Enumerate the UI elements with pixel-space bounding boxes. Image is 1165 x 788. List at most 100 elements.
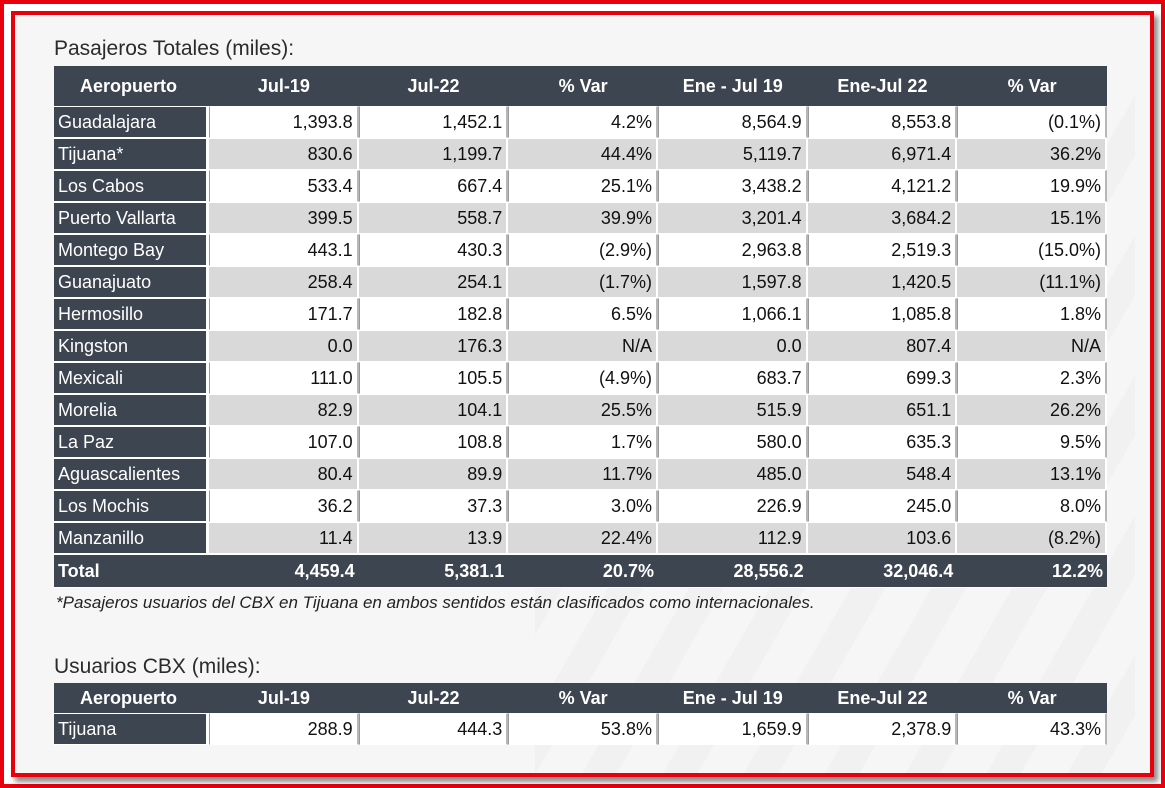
cell-ene-jul22: 103.6 bbox=[807, 522, 958, 554]
cell-jul22: 37.3 bbox=[358, 490, 509, 522]
table-row: Tijuana* 830.6 1,199.7 44.4% 5,119.7 6,971.4 3… bbox=[54, 138, 1107, 170]
cell-var-month: 53.8% bbox=[508, 713, 658, 745]
cell-ene-jul22: 699.3 bbox=[807, 362, 958, 394]
cell-jul22: 667.4 bbox=[358, 170, 509, 202]
cell-var-ytd: 9.5% bbox=[957, 426, 1107, 458]
cell-jul22: 558.7 bbox=[358, 202, 509, 234]
cell-ene-jul19: 683.7 bbox=[657, 362, 808, 394]
cell-var-ytd: (11.1%) bbox=[957, 266, 1107, 298]
total-row: Total 4,459.4 5,381.1 20.7% 28,556.2 32,046.4… bbox=[54, 554, 1107, 588]
cell-aeropuerto: Montego Bay bbox=[54, 234, 209, 266]
total-ene-jul22: 32,046.4 bbox=[807, 554, 958, 588]
cell-ene-jul19: 1,597.8 bbox=[657, 266, 808, 298]
footnote: *Pasajeros usuarios del CBX en Tijuana e… bbox=[56, 593, 815, 612]
cell-ene-jul22: 3,684.2 bbox=[807, 202, 958, 234]
cell-var-month: (2.9%) bbox=[508, 234, 658, 266]
cell-ene-jul19: 5,119.7 bbox=[657, 138, 808, 170]
header-ene-jul22: Ene-Jul 22 bbox=[807, 683, 958, 713]
cell-ene-jul22: 2,519.3 bbox=[807, 234, 958, 266]
cell-var-month: 4.2% bbox=[508, 106, 658, 138]
cell-jul22: 108.8 bbox=[358, 426, 509, 458]
header-var-ytd: % Var bbox=[957, 66, 1107, 106]
cell-jul19: 258.4 bbox=[209, 266, 359, 298]
cell-ene-jul22: 807.4 bbox=[807, 330, 958, 362]
cell-ene-jul22: 651.1 bbox=[807, 394, 958, 426]
cell-jul19: 36.2 bbox=[209, 490, 359, 522]
cell-var-ytd: (15.0%) bbox=[957, 234, 1107, 266]
cbx-title: Usuarios CBX (miles): bbox=[54, 655, 261, 678]
cell-var-ytd: 1.8% bbox=[957, 298, 1107, 330]
cell-ene-jul19: 1,659.9 bbox=[657, 713, 808, 745]
cell-var-month: 1.7% bbox=[508, 426, 658, 458]
cell-var-month: 25.1% bbox=[508, 170, 658, 202]
table-row: Manzanillo 11.4 13.9 22.4% 112.9 103.6 (8.2%) bbox=[54, 522, 1107, 554]
header-row: Aeropuerto Jul-19 Jul-22 % Var Ene - Jul… bbox=[54, 683, 1107, 713]
cell-aeropuerto: Guadalajara bbox=[54, 106, 209, 138]
cell-aeropuerto: Morelia bbox=[54, 394, 209, 426]
cell-aeropuerto: Kingston bbox=[54, 330, 209, 362]
cell-ene-jul22: 548.4 bbox=[807, 458, 958, 490]
total-var-ytd: 12.2% bbox=[957, 554, 1107, 588]
cell-ene-jul22: 635.3 bbox=[807, 426, 958, 458]
cell-ene-jul19: 0.0 bbox=[657, 330, 808, 362]
cell-var-ytd: 26.2% bbox=[957, 394, 1107, 426]
cell-jul22: 89.9 bbox=[358, 458, 509, 490]
cell-aeropuerto: Tijuana* bbox=[54, 138, 209, 170]
cell-jul19: 80.4 bbox=[209, 458, 359, 490]
total-aeropuerto: Total bbox=[54, 554, 209, 588]
total-jul19: 4,459.4 bbox=[209, 554, 359, 588]
cell-var-ytd: (0.1%) bbox=[957, 106, 1107, 138]
header-jul19: Jul-19 bbox=[209, 66, 359, 106]
cell-var-month: 6.5% bbox=[508, 298, 658, 330]
table-row: Guadalajara 1,393.8 1,452.1 4.2% 8,564.9 8,55… bbox=[54, 106, 1107, 138]
cell-var-ytd: N/A bbox=[957, 330, 1107, 362]
cell-var-ytd: 8.0% bbox=[957, 490, 1107, 522]
cell-aeropuerto: Manzanillo bbox=[54, 522, 209, 554]
table-row: Montego Bay 443.1 430.3 (2.9%) 2,963.8 2,519.… bbox=[54, 234, 1107, 266]
table-row: Hermosillo 171.7 182.8 6.5% 1,066.1 1,085.8 1.… bbox=[54, 298, 1107, 330]
cell-jul19: 533.4 bbox=[209, 170, 359, 202]
cell-var-month: 11.7% bbox=[508, 458, 658, 490]
cell-jul19: 1,393.8 bbox=[209, 106, 359, 138]
cell-ene-jul19: 3,201.4 bbox=[657, 202, 808, 234]
cell-jul19: 830.6 bbox=[209, 138, 359, 170]
cell-var-month: 39.9% bbox=[508, 202, 658, 234]
header-ene-jul19: Ene - Jul 19 bbox=[657, 66, 808, 106]
cell-jul19: 171.7 bbox=[209, 298, 359, 330]
cell-ene-jul19: 226.9 bbox=[657, 490, 808, 522]
cell-jul22: 13.9 bbox=[358, 522, 509, 554]
cell-jul19: 11.4 bbox=[209, 522, 359, 554]
table-row: Kingston 0.0 176.3 N/A 0.0 807.4 N/A bbox=[54, 330, 1107, 362]
cell-jul19: 82.9 bbox=[209, 394, 359, 426]
cell-aeropuerto: Los Mochis bbox=[54, 490, 209, 522]
cell-jul19: 399.5 bbox=[209, 202, 359, 234]
table-row: Mexicali 111.0 105.5 (4.9%) 683.7 699.3 2.3% bbox=[54, 362, 1107, 394]
cell-var-ytd: 19.9% bbox=[957, 170, 1107, 202]
cell-aeropuerto: Los Cabos bbox=[54, 170, 209, 202]
header-jul19: Jul-19 bbox=[209, 683, 359, 713]
header-aeropuerto: Aeropuerto bbox=[54, 683, 209, 713]
cell-aeropuerto: Puerto Vallarta bbox=[54, 202, 209, 234]
cell-ene-jul19: 2,963.8 bbox=[657, 234, 808, 266]
cell-var-month: N/A bbox=[508, 330, 658, 362]
cell-jul22: 182.8 bbox=[358, 298, 509, 330]
total-ene-jul19: 28,556.2 bbox=[657, 554, 808, 588]
cell-jul22: 430.3 bbox=[358, 234, 509, 266]
cell-ene-jul19: 580.0 bbox=[657, 426, 808, 458]
table-row: Morelia 82.9 104.1 25.5% 515.9 651.1 26.2% bbox=[54, 394, 1107, 426]
cell-aeropuerto: Aguascalientes bbox=[54, 458, 209, 490]
cell-var-ytd: 36.2% bbox=[957, 138, 1107, 170]
cell-var-ytd: 15.1% bbox=[957, 202, 1107, 234]
cell-ene-jul19: 1,066.1 bbox=[657, 298, 808, 330]
cell-ene-jul19: 8,564.9 bbox=[657, 106, 808, 138]
table-row: Los Mochis 36.2 37.3 3.0% 226.9 245.0 8.0% bbox=[54, 490, 1107, 522]
table-row: La Paz 107.0 108.8 1.7% 580.0 635.3 9.5% bbox=[54, 426, 1107, 458]
cell-ene-jul19: 112.9 bbox=[657, 522, 808, 554]
cell-ene-jul22: 6,971.4 bbox=[807, 138, 958, 170]
cell-aeropuerto: Guanajuato bbox=[54, 266, 209, 298]
cell-jul22: 105.5 bbox=[358, 362, 509, 394]
cbx-table: Aeropuerto Jul-19 Jul-22 % Var Ene - Jul… bbox=[54, 683, 1107, 745]
header-ene-jul19: Ene - Jul 19 bbox=[657, 683, 808, 713]
header-aeropuerto: Aeropuerto bbox=[54, 66, 209, 106]
cell-jul22: 1,452.1 bbox=[358, 106, 509, 138]
